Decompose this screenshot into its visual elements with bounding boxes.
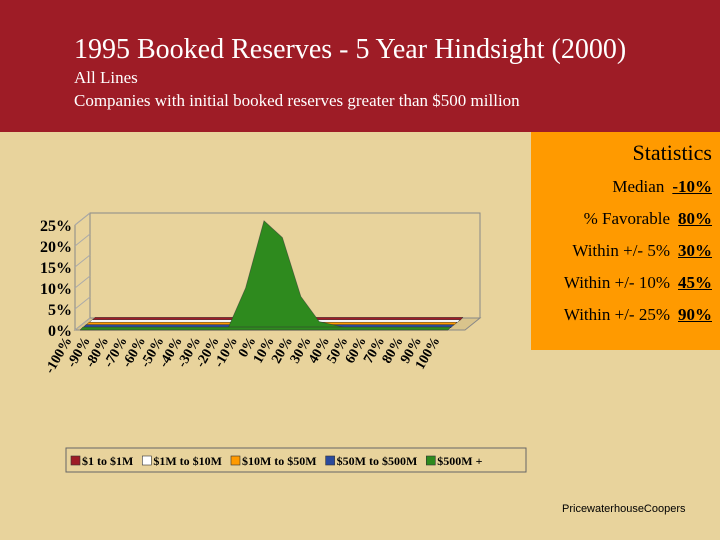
stat-label: Within +/- 5% [572,241,670,260]
stat-row: Within +/- 10% 45% [564,273,712,293]
legend-swatch [70,455,81,466]
grid-line [74,275,91,289]
footer: PricewaterhouseCoopers [562,503,686,515]
legend-label: $500M + [437,454,482,468]
statistics-panel: Statistics Median -10%% Favorable 80% Withi… [531,132,720,350]
legend-label: $10M to $50M [242,454,317,468]
grid-line [74,254,91,268]
subtitle: All Lines [74,68,138,87]
stat-row: Median -10% [612,177,712,197]
legend-label: $1 to $1M [82,454,133,468]
stat-value: 80% [678,209,712,228]
stat-row: % Favorable 80% [584,209,712,229]
stat-label: Within +/- 25% [563,305,670,324]
area-depth [79,326,452,331]
legend-swatch [142,455,152,466]
stat-label: % Favorable [583,209,670,228]
note: Companies with initial booked reserves g… [74,91,520,110]
y-tick-label: 15% [40,260,72,277]
stat-row: Within +/- 5% 30% [572,241,712,261]
y-tick-label: 10% [40,281,72,298]
y-tick-label: 25% [40,218,72,235]
stat-value: -10% [672,177,712,196]
grid-line [74,212,91,226]
grid-line [74,317,91,331]
statistics-title: Statistics [632,140,712,165]
title: 1995 Booked Reserves - 5 Year Hindsight … [74,34,627,65]
y-tick-label: 0% [48,323,72,340]
y-tick-label: 5% [48,302,72,319]
legend-swatch [425,455,436,466]
legend-swatch [325,455,335,466]
grid-line [74,233,91,247]
stat-label: Within +/- 10% [563,273,670,292]
stat-value: 45% [678,273,712,292]
header: 1995 Booked Reserves - 5 Year Hindsight … [0,0,720,132]
y-tick-label: 20% [40,239,72,256]
legend-swatch [230,455,241,466]
stat-value: 30% [678,241,712,260]
stat-row: Within +/- 25% 90% [564,305,712,325]
grid-line [74,296,91,310]
area [80,220,448,331]
legend-label: $50M to $500M [337,454,418,468]
legend-label: $1M to $10M [153,454,222,468]
stat-label: Median [612,177,665,196]
stat-value: 90% [678,305,712,324]
